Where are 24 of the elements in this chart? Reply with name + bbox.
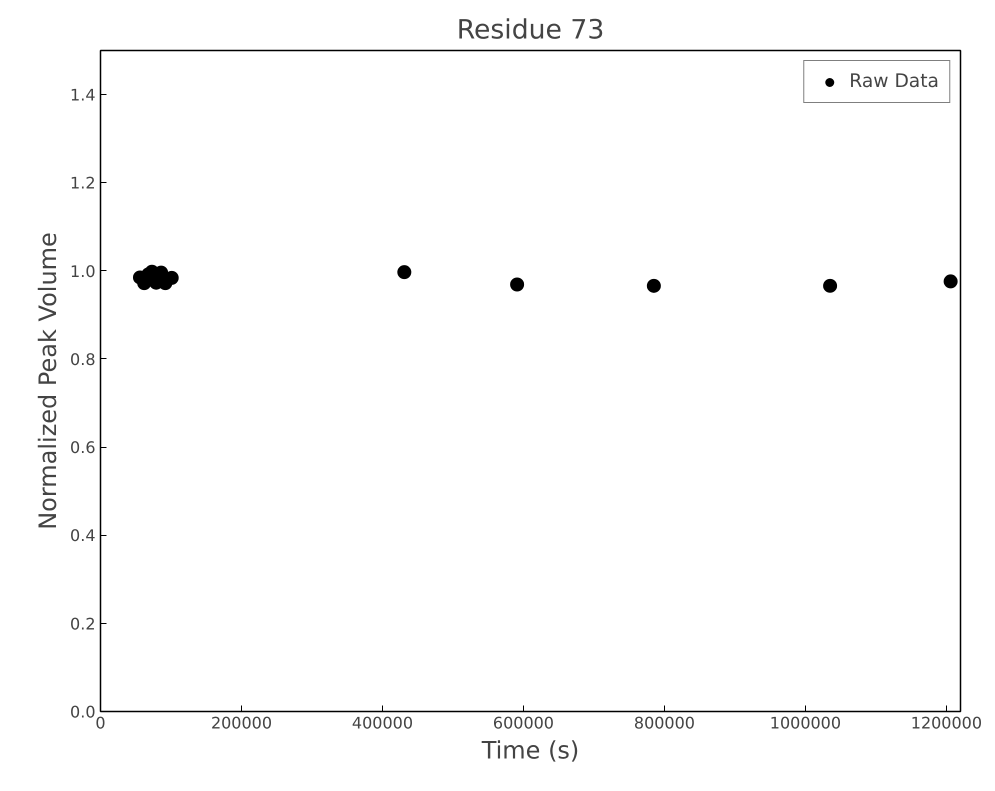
x-tick-label: 600000 bbox=[492, 714, 554, 732]
point bbox=[397, 265, 412, 280]
point bbox=[510, 278, 524, 292]
y-tick-label: 0.2 bbox=[70, 614, 96, 634]
x-tick-label: 200000 bbox=[210, 714, 272, 732]
x-tick-label: 800000 bbox=[634, 714, 695, 732]
x-axis-title: Time (s) bbox=[480, 736, 580, 764]
x-tick-label: 1200000 bbox=[910, 714, 982, 732]
point bbox=[646, 278, 661, 293]
x-tick-label: 400000 bbox=[352, 714, 414, 732]
point bbox=[944, 274, 958, 288]
point bbox=[823, 278, 838, 293]
y-tick-label: 0.4 bbox=[70, 526, 96, 546]
x-tick-label: 0 bbox=[95, 714, 106, 732]
y-axis-title: Normalized Peak Volume bbox=[34, 232, 62, 530]
y-tick-label: 0.0 bbox=[70, 702, 96, 722]
y-tick-label: 1.4 bbox=[70, 86, 96, 105]
legend-label: Raw Data bbox=[849, 71, 939, 92]
y-tick-label: 1.0 bbox=[70, 262, 96, 281]
x-tick-label: 1000000 bbox=[770, 714, 842, 732]
y-tick-label: 0.6 bbox=[70, 438, 96, 458]
y-tick-label: 0.8 bbox=[70, 350, 96, 369]
chart-title: Residue 73 bbox=[456, 14, 604, 46]
y-tick-label: 1.2 bbox=[70, 174, 96, 193]
